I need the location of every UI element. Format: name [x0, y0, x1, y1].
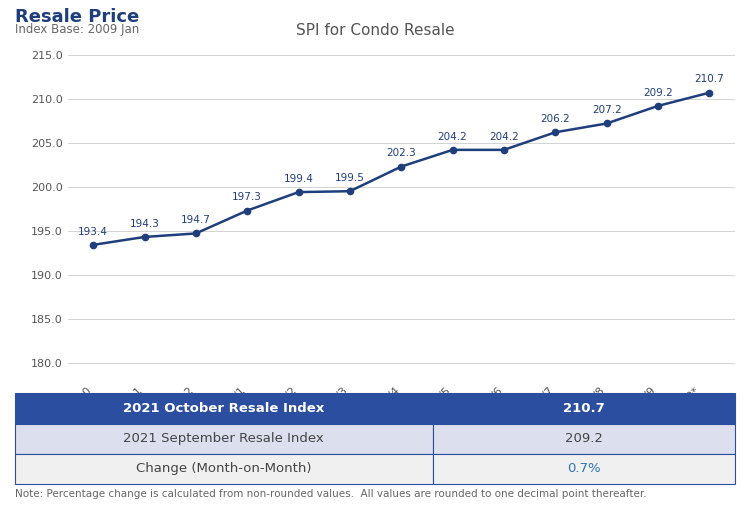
- Text: Resale Price: Resale Price: [15, 8, 140, 26]
- Text: 206.2: 206.2: [541, 114, 570, 124]
- Text: 194.7: 194.7: [181, 215, 211, 225]
- Text: 194.3: 194.3: [130, 219, 160, 229]
- Text: 0.7%: 0.7%: [567, 463, 601, 475]
- Text: 193.4: 193.4: [78, 227, 108, 237]
- Text: 209.2: 209.2: [643, 88, 673, 97]
- Text: 210.7: 210.7: [694, 75, 724, 84]
- Text: 207.2: 207.2: [592, 105, 622, 115]
- Text: 210.7: 210.7: [563, 402, 604, 415]
- Text: 199.4: 199.4: [284, 174, 314, 184]
- Text: 199.5: 199.5: [335, 173, 364, 183]
- Text: 2021 September Resale Index: 2021 September Resale Index: [124, 432, 324, 445]
- Text: 204.2: 204.2: [438, 131, 467, 142]
- Text: Change (Month-on-Month): Change (Month-on-Month): [136, 463, 311, 475]
- Text: 2021 October Resale Index: 2021 October Resale Index: [123, 402, 325, 415]
- Text: 202.3: 202.3: [386, 148, 416, 158]
- Text: Note: Percentage change is calculated from non-rounded values.  All values are r: Note: Percentage change is calculated fr…: [15, 489, 646, 499]
- Text: 204.2: 204.2: [489, 131, 519, 142]
- Text: 197.3: 197.3: [232, 192, 262, 202]
- Text: Index Base: 2009 Jan: Index Base: 2009 Jan: [15, 23, 140, 36]
- Text: 209.2: 209.2: [565, 432, 603, 445]
- Text: SPI for Condo Resale: SPI for Condo Resale: [296, 23, 454, 39]
